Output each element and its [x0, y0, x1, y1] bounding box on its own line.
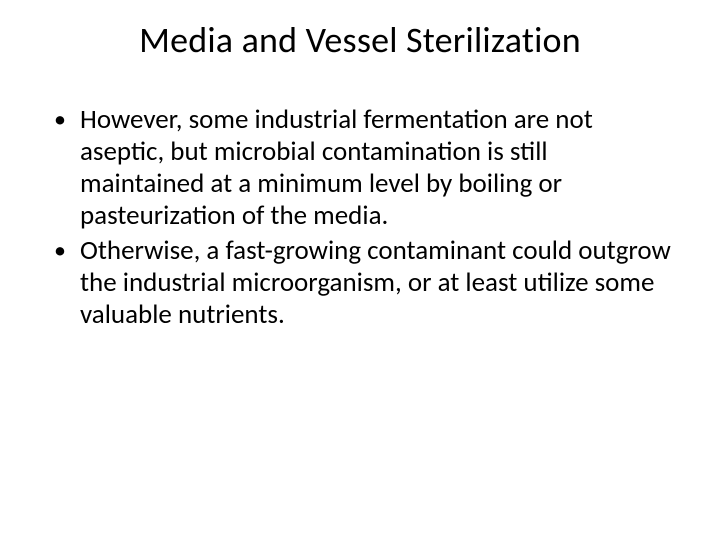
- list-item: Otherwise, a fast-growing contaminant co…: [52, 235, 672, 331]
- bullet-list: However, some industrial fermentation ar…: [40, 104, 680, 331]
- slide-title: Media and Vessel Sterilization: [40, 18, 680, 62]
- list-item: However, some industrial fermentation ar…: [52, 104, 672, 231]
- slide: Media and Vessel Sterilization However, …: [0, 0, 720, 540]
